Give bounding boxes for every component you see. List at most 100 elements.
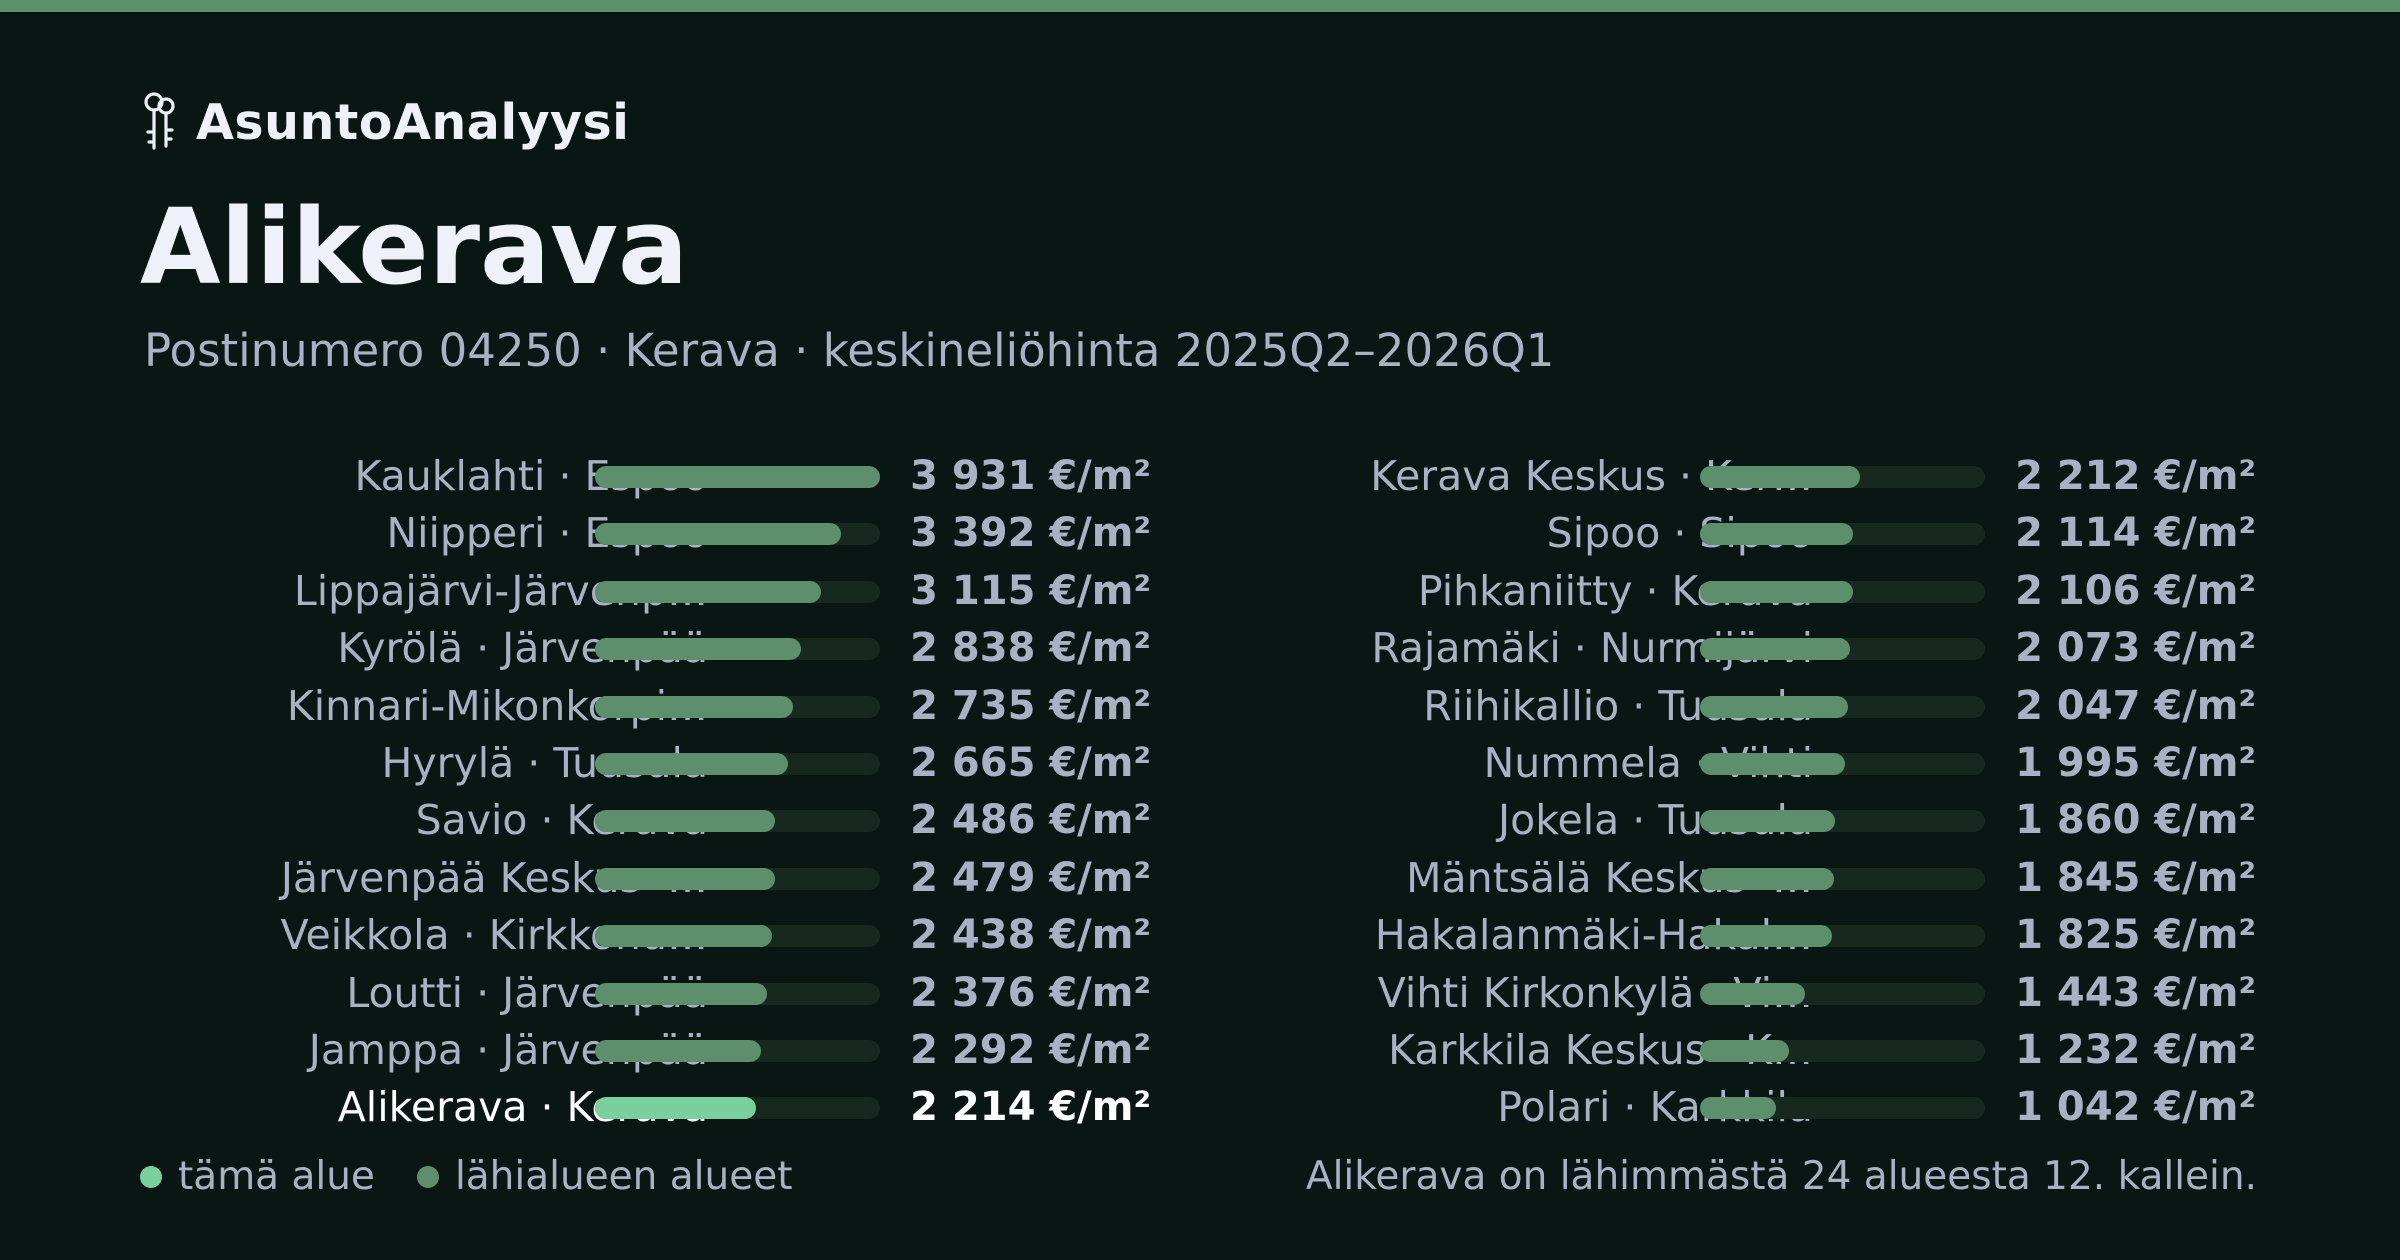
chart-column-right: Kerava Keskus · Ker… 2 212 €/m² Sipoo · Si… (1245, 452, 2265, 1141)
keys-icon (144, 92, 175, 150)
bar (595, 638, 801, 661)
bar-track (1700, 580, 1985, 603)
bar-value-label: 3 115 €/m² (910, 567, 1151, 614)
bar (1700, 580, 1853, 603)
bar-value-label: 2 486 €/m² (910, 797, 1151, 844)
bar (1700, 867, 1834, 890)
bar (595, 982, 767, 1005)
bar-row: Vihti Kirkonkylä · Vi… 1 443 €/m² (1245, 969, 2265, 1026)
bar-track (595, 695, 880, 718)
legend: tämä alue lähialueen alueet (140, 1152, 835, 1202)
bar-track (595, 867, 880, 890)
bar-track (1700, 1097, 1985, 1120)
brand: AsuntoAnalyysi (140, 86, 629, 158)
bar (1700, 466, 1860, 488)
bar-track (1700, 466, 1985, 488)
bar (595, 810, 775, 833)
bar-row: Jokela · Tuusula 1 860 €/m² (1245, 796, 2265, 853)
bar-row: Hyrylä · Tuusula 2 665 €/m² (140, 739, 1160, 796)
bar-row: Kauklahti · Espoo 3 931 €/m² (140, 452, 1160, 509)
bar (595, 925, 772, 948)
bar-value-label: 2 438 €/m² (910, 912, 1151, 959)
bar-row: Rajamäki · Nurmijärvi 2 073 €/m² (1245, 624, 2265, 681)
legend-dot-this-area (140, 1166, 162, 1188)
bar-row: Savio · Kerava 2 486 €/m² (140, 796, 1160, 853)
bar-row: Hakalanmäki-Hakal… 1 825 €/m² (1245, 911, 2265, 968)
bar-track (1700, 810, 1985, 833)
bar (595, 1039, 761, 1062)
bar (595, 523, 841, 546)
bar-track (595, 752, 880, 775)
bar (595, 752, 788, 775)
top-accent-bar (0, 0, 2400, 12)
legend-label-this-area: tämä alue (178, 1154, 375, 1199)
bar (1700, 925, 1832, 948)
bar-row: Lippajärvi-Järvenp… 3 115 €/m² (140, 567, 1160, 624)
bar-value-label: 2 376 €/m² (910, 969, 1151, 1016)
bar-track (595, 1097, 880, 1120)
bar-row: Alikerava · Kerava 2 214 €/m² (140, 1083, 1160, 1140)
bar-track (595, 810, 880, 833)
bar-value-label: 3 392 €/m² (910, 510, 1151, 557)
bar-value-label: 2 214 €/m² (910, 1084, 1151, 1131)
bar (595, 695, 793, 718)
bar-value-label: 2 838 €/m² (910, 625, 1151, 672)
bar-track (1700, 867, 1985, 890)
bar (595, 1097, 756, 1120)
bar-value-label: 2 047 €/m² (2015, 682, 2256, 729)
bar (1700, 982, 1805, 1005)
bar-value-label: 2 212 €/m² (2015, 453, 2256, 499)
chart-column-left: Kauklahti · Espoo 3 931 €/m² Niipperi · Es… (140, 452, 1160, 1141)
bar (1700, 523, 1853, 546)
bar-row: Kerava Keskus · Ker… 2 212 €/m² (1245, 452, 2265, 509)
bar-row: Kyrölä · Järvenpää 2 838 €/m² (140, 624, 1160, 681)
bar-row: Mäntsälä Keskus ·… 1 845 €/m² (1245, 854, 2265, 911)
bar-track (595, 638, 880, 661)
bar-row: Riihikallio · Tuusula 2 047 €/m² (1245, 682, 2265, 739)
page-subtitle: Postinumero 04250 · Kerava · keskineliöh… (144, 324, 1555, 377)
bar-row: Loutti · Järvenpää 2 376 €/m² (140, 969, 1160, 1026)
bar-track (1700, 638, 1985, 661)
bar-row: Jamppa · Järvenpää 2 292 €/m² (140, 1026, 1160, 1083)
bar-track (595, 925, 880, 948)
bar-value-label: 1 042 €/m² (2015, 1084, 2256, 1131)
bar-track (595, 1039, 880, 1062)
bar-row: Veikkola · Kirkkonu… 2 438 €/m² (140, 911, 1160, 968)
bar-value-label: 2 292 €/m² (910, 1026, 1151, 1073)
bar-track (1700, 752, 1985, 775)
bar (595, 580, 821, 603)
bar-track (1700, 523, 1985, 546)
bar-row: Järvenpää Keskus ·… 2 479 €/m² (140, 854, 1160, 911)
legend-item-this-area: tämä alue (140, 1152, 375, 1202)
bar-track (1700, 982, 1985, 1005)
bar-value-label: 1 860 €/m² (2015, 797, 2256, 844)
bar-track (595, 982, 880, 1005)
bar-row: Polari · Karkkila 1 042 €/m² (1245, 1083, 2265, 1140)
bar-row: Kinnari-Mikonkorpi… 2 735 €/m² (140, 682, 1160, 739)
legend-dot-nearby-areas (416, 1166, 439, 1188)
bar-value-label: 1 995 €/m² (2015, 739, 2256, 786)
bar-track (1700, 695, 1985, 718)
bar-row: Nummela · Vihti 1 995 €/m² (1245, 739, 2265, 796)
bar-value-label: 1 232 €/m² (2015, 1026, 2256, 1073)
bar-value-label: 2 479 €/m² (910, 854, 1151, 901)
bar-track (1700, 1039, 1985, 1062)
bar-row: Pihkaniitty · Kerava 2 106 €/m² (1245, 567, 2265, 624)
bar (1700, 810, 1835, 833)
bar-track (595, 580, 880, 603)
bar-track (1700, 925, 1985, 948)
bar-row: Karkkila Keskus · K… 1 232 €/m² (1245, 1026, 2265, 1083)
bar (1700, 1097, 1776, 1120)
bar-value-label: 2 735 €/m² (910, 682, 1151, 729)
bar (1700, 695, 1848, 718)
bar-value-label: 3 931 €/m² (910, 453, 1151, 499)
legend-item-nearby-areas: lähialueen alueet (416, 1152, 793, 1202)
bar-value-label: 1 825 €/m² (2015, 912, 2256, 959)
bar-track (595, 523, 880, 546)
bar-track (595, 466, 880, 488)
bar (1700, 752, 1845, 775)
bar (1700, 1039, 1789, 1062)
brand-name: AsuntoAnalyysi (196, 93, 630, 151)
bar-value-label: 1 443 €/m² (2015, 969, 2256, 1016)
bar-value-label: 2 106 €/m² (2015, 567, 2256, 614)
